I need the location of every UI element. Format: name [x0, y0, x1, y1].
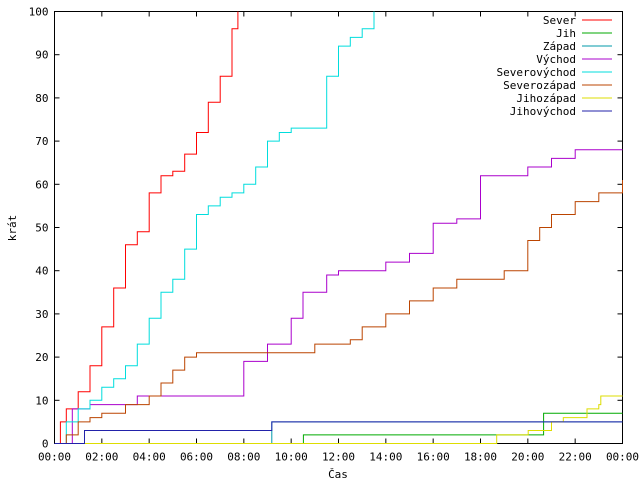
series-line-5: [54, 180, 623, 444]
y-tick-label: 30: [35, 308, 48, 321]
x-axis: 00:00 02:00 04:00 06:00 08:00 10:00 12:00 14:00…: [38, 11, 639, 464]
x-tick-label: 16:00: [417, 451, 450, 464]
y-tick-label: 80: [35, 92, 48, 105]
y-tick-label: 0: [42, 438, 49, 451]
y-axis: 0 10 20 30 40 50 60 70 80 90 100: [29, 6, 623, 451]
y-tick-label: 10: [35, 394, 48, 407]
y-tick-label: 20: [35, 351, 48, 364]
x-tick-label: 10:00: [275, 451, 308, 464]
legend-label: Severozápad: [503, 79, 576, 92]
x-tick-label: 04:00: [133, 451, 166, 464]
y-tick-label: 70: [35, 135, 48, 148]
series-line-0: [54, 11, 239, 444]
x-tick-label: 06:00: [180, 451, 213, 464]
series-lines: [54, 11, 623, 444]
x-tick-label: 02:00: [85, 451, 118, 464]
legend-label: Jihovýchod: [510, 105, 576, 118]
legend-label: Jih: [556, 27, 576, 40]
series-line-3: [54, 149, 623, 444]
legend-label: Západ: [543, 40, 576, 53]
x-tick-label: 14:00: [369, 451, 402, 464]
x-tick-label: 12:00: [322, 451, 355, 464]
series-line-7: [54, 421, 623, 444]
x-axis-label: Čas: [328, 468, 348, 480]
series-line-6: [54, 395, 623, 444]
legend: SeverJihZápadVýchodSeverovýchodSeverozáp…: [497, 14, 612, 118]
y-tick-label: 100: [29, 6, 49, 19]
y-tick-label: 40: [35, 265, 48, 278]
y-tick-label: 60: [35, 178, 48, 191]
x-tick-label: 22:00: [559, 451, 592, 464]
x-tick-label: 00:00: [606, 451, 639, 464]
legend-label: Sever: [543, 14, 576, 27]
legend-label: Severovýchod: [497, 66, 576, 79]
series-line-4: [54, 11, 375, 444]
x-tick-label: 08:00: [227, 451, 260, 464]
x-tick-label: 18:00: [464, 451, 497, 464]
y-tick-label: 90: [35, 49, 48, 62]
y-tick-label: 50: [35, 222, 48, 235]
x-tick-label: 20:00: [511, 451, 544, 464]
legend-label: Jihozápad: [516, 92, 576, 105]
x-tick-label: 00:00: [38, 451, 71, 464]
y-axis-label: krát: [6, 215, 19, 242]
legend-label: Východ: [536, 53, 576, 66]
